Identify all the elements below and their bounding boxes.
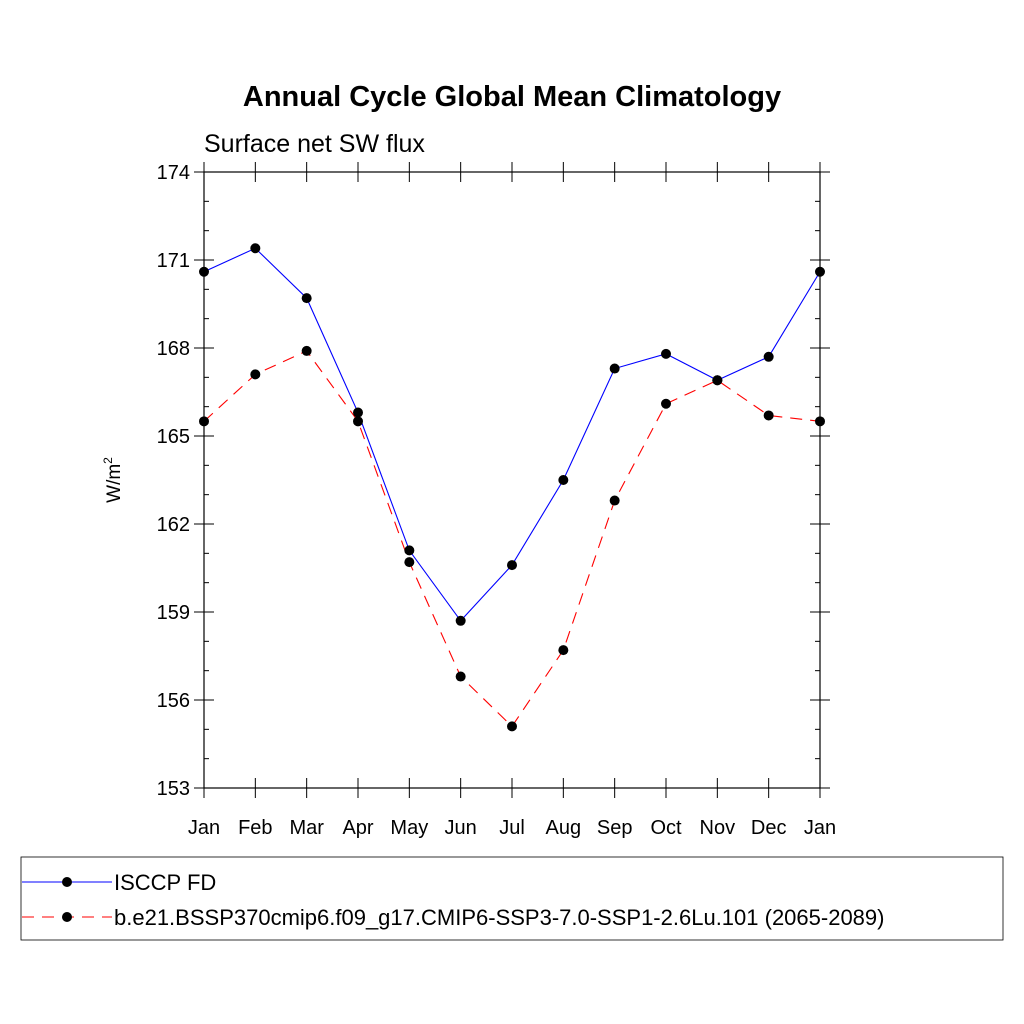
data-point-0 xyxy=(507,560,517,571)
data-point-0 xyxy=(455,615,466,626)
y-tick-label: 156 xyxy=(157,690,190,712)
x-tick-label: May xyxy=(390,817,428,839)
plot-frame xyxy=(203,171,821,789)
y-tick-label: 171 xyxy=(157,250,190,272)
y-axis-label-superscript: 2 xyxy=(101,457,115,464)
data-point-1 xyxy=(353,416,363,427)
x-tick-label: Apr xyxy=(342,817,373,839)
legend-label-1: b.e21.BSSP370cmip6.f09_g17.CMIP6-SSP3-7.… xyxy=(114,905,884,930)
y-tick-label: 162 xyxy=(157,514,190,536)
svg-text:W/m2: W/m2 xyxy=(101,457,125,503)
y-axis-label-base: W/m xyxy=(104,464,125,503)
data-point-1 xyxy=(558,645,569,656)
y-tick-label: 165 xyxy=(157,426,190,448)
y-tick-label: 159 xyxy=(157,602,190,624)
chart-title: Annual Cycle Global Mean Climatology xyxy=(243,81,781,113)
data-point-0 xyxy=(558,475,569,485)
data-point-1 xyxy=(763,410,774,421)
series-line-1 xyxy=(203,350,821,728)
data-point-0 xyxy=(404,545,415,556)
data-point-0 xyxy=(353,407,363,418)
y-tick-label: 153 xyxy=(157,778,190,800)
data-point-0 xyxy=(661,348,671,359)
x-tick-label: Dec xyxy=(751,817,787,839)
x-tick-label: Jan xyxy=(188,817,220,839)
legend-box xyxy=(20,856,1004,941)
data-point-1 xyxy=(404,557,415,568)
x-tick-label: Oct xyxy=(650,817,682,839)
legend-label-0: ISCCP FD xyxy=(114,870,216,895)
data-point-1 xyxy=(301,345,312,356)
data-point-0 xyxy=(301,293,312,304)
y-tick-label: 174 xyxy=(157,162,190,184)
chart-subtitle: Surface net SW flux xyxy=(204,130,425,158)
data-point-1 xyxy=(609,495,620,506)
data-point-1 xyxy=(507,721,517,732)
legend: ISCCP FD b.e21.BSSP370cmip6.f09_g17.CMIP… xyxy=(20,856,1004,941)
data-point-0 xyxy=(250,243,261,254)
data-point-1 xyxy=(661,398,671,409)
legend-marker-0 xyxy=(62,877,72,887)
x-tick-label: Feb xyxy=(238,817,272,839)
y-tick-label: 168 xyxy=(157,338,190,360)
data-point-1 xyxy=(712,375,723,386)
x-tick-label: Aug xyxy=(546,817,582,839)
x-tick-label: Jun xyxy=(445,817,477,839)
x-tick-label: Jan xyxy=(804,817,836,839)
x-tick-label: Nov xyxy=(700,817,736,839)
data-point-0 xyxy=(609,363,620,374)
x-tick-label: Jul xyxy=(499,817,525,839)
data-point-1 xyxy=(250,369,261,380)
x-tick-label: Mar xyxy=(289,817,324,839)
x-tick-label: Sep xyxy=(597,817,633,839)
data-point-1 xyxy=(455,671,466,682)
y-axis-label: W/m2 xyxy=(101,457,125,503)
legend-marker-1 xyxy=(62,912,72,922)
data-point-0 xyxy=(763,351,774,362)
